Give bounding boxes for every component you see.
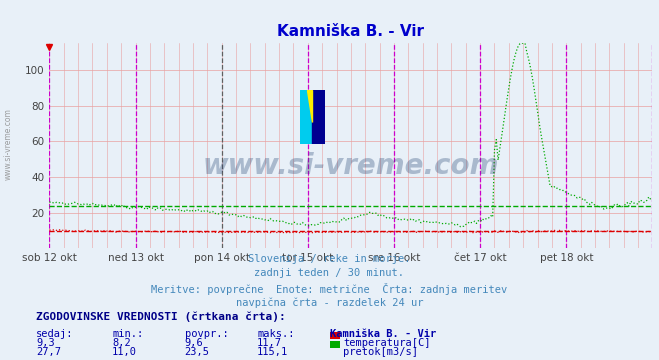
Text: min.:: min.: [112,329,143,339]
Text: 9,3: 9,3 [36,338,55,348]
Text: 115,1: 115,1 [257,347,288,357]
Text: ZGODOVINSKE VREDNOSTI (črtkana črta):: ZGODOVINSKE VREDNOSTI (črtkana črta): [36,311,286,322]
Polygon shape [306,90,312,122]
Text: povpr.:: povpr.: [185,329,228,339]
Text: sedaj:: sedaj: [36,329,74,339]
Text: 11,0: 11,0 [112,347,137,357]
Text: Meritve: povprečne  Enote: metrične  Črta: zadnja meritev: Meritve: povprečne Enote: metrične Črta:… [152,283,507,294]
Text: navpična črta - razdelek 24 ur: navpična črta - razdelek 24 ur [236,297,423,307]
Title: Kamniška B. - Vir: Kamniška B. - Vir [277,24,424,39]
Text: 23,5: 23,5 [185,347,210,357]
Text: 27,7: 27,7 [36,347,61,357]
Text: www.si-vreme.com: www.si-vreme.com [3,108,13,180]
Text: maks.:: maks.: [257,329,295,339]
Bar [300,90,312,144]
Text: pretok[m3/s]: pretok[m3/s] [343,347,418,357]
Text: 11,7: 11,7 [257,338,282,348]
Text: temperatura[C]: temperatura[C] [343,338,431,348]
Text: www.si-vreme.com: www.si-vreme.com [203,152,499,180]
Text: Kamniška B. - Vir: Kamniška B. - Vir [330,329,436,339]
Text: 9,6: 9,6 [185,338,203,348]
Text: Slovenija / reke in morje.: Slovenija / reke in morje. [248,254,411,264]
Bar [312,90,325,144]
Text: zadnji teden / 30 minut.: zadnji teden / 30 minut. [254,268,405,278]
Text: 8,2: 8,2 [112,338,130,348]
